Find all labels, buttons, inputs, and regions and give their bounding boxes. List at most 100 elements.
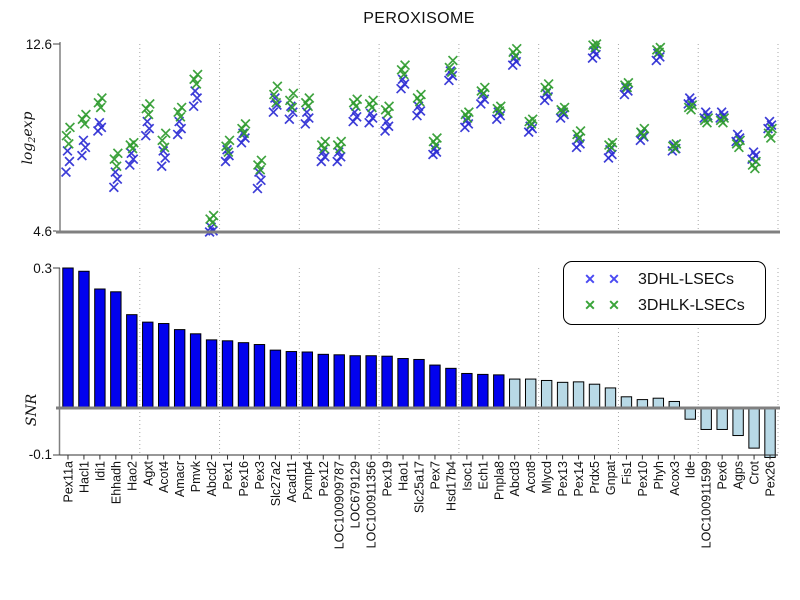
ytick-label: 4.6 [33,224,52,239]
snr-bar [269,349,282,409]
scatter-marker [140,130,151,141]
ytick-label: -0.1 [29,447,52,462]
scatter-marker [620,82,631,93]
gene-label: Pex3 [253,461,267,490]
snr-bar [317,353,329,409]
snr-bar [540,379,553,409]
scatter-marker [60,167,71,178]
legend-label: 3DHLK-LSECs [638,297,745,314]
x-marker-icon: ✕ [608,271,620,287]
scatter-marker [607,137,618,148]
scatter-marker [64,122,75,133]
gene-label: Acot4 [157,461,171,493]
scatter-marker [527,114,538,125]
snr-bar [142,321,154,409]
scatter-marker [124,160,135,171]
scatter-marker [431,132,442,144]
gene-label: Amacr [173,461,187,497]
gene-label: Pex12 [317,461,331,496]
gene-label: Agps [732,461,746,490]
gene-label: Ehhadh [109,461,123,504]
scatter-marker [64,156,75,167]
scatter-marker [655,42,666,53]
legend-row-3dhlk: ✕ ✕ 3DHLK-LSECs [578,298,765,314]
snr-bar [94,288,106,409]
scatter-marker [495,101,506,112]
gene-label: Hacl1 [77,461,91,493]
scatter-marker [301,107,312,118]
scatter-marker [128,137,139,148]
scatter-marker [384,101,395,112]
scatter-marker [108,182,119,193]
scatter-marker [252,183,263,194]
gene-label: Pex19 [381,461,395,496]
scatter-marker [224,150,235,161]
gene-label: Pex6 [716,461,730,490]
scatter-marker [415,89,427,100]
scatter-marker [288,88,299,99]
scatter-marker [559,102,570,113]
snr-bar [509,378,521,409]
gene-label: Hsd17b4 [444,461,458,511]
gene-label: LOC679129 [349,461,363,528]
scatter-marker [368,95,379,106]
scatter-marker [751,156,762,167]
snr-bar [572,381,585,409]
scatter-marker [400,60,411,71]
scatter-marker [110,167,121,178]
gene-label: Pex16 [237,461,251,496]
snr-bar [461,372,473,409]
gene-label: Pex14 [572,461,586,496]
snr-bar [110,291,122,409]
scatter-marker [575,125,586,136]
scatter-marker [143,109,154,120]
scatter-marker [320,136,331,147]
gene-label: Crot [748,460,762,484]
scatter-marker [160,152,171,163]
scatter-marker [444,62,455,73]
gene-label: Ide [684,461,698,478]
ylabel-logexp: log2exp [20,111,38,164]
snr-bar [524,378,537,409]
gene-label: Fis1 [620,461,634,485]
scatter-marker [128,154,139,165]
snr-bar [493,374,505,409]
ytick-label: 0.3 [33,261,52,276]
scatter-marker [511,43,522,54]
scatter-marker [188,101,199,112]
snr-bar [78,270,90,409]
snr-bar [158,323,170,409]
snr-bar [588,383,601,409]
gene-label: Pex26 [764,461,778,496]
scatter-marker [748,147,759,158]
gene-label: Hao2 [125,461,139,491]
scatter-marker [735,135,746,146]
scatter-marker [687,100,698,111]
gene-label: Agxt [141,460,155,486]
gene-label: Gnpat [604,460,618,495]
scatter-marker [172,129,183,140]
scatter-marker [144,123,155,134]
gene-label: Pex1 [221,461,235,490]
scatter-marker [78,135,89,146]
scatter-marker [156,161,167,172]
scatter-marker [144,98,155,109]
snr-bar [684,407,696,420]
scatter-marker [300,118,311,129]
scatter-marker [381,116,392,127]
scatter-marker [176,123,187,134]
snr-bar [397,358,409,409]
gene-label: Slc25a17 [413,461,427,513]
gene-label: Acad11 [285,461,299,503]
snr-bar [221,340,234,409]
scatter-marker [112,174,123,185]
gene-label: Pex7 [428,461,442,490]
scatter-marker [671,138,682,149]
snr-bar [732,407,744,437]
snr-bar [301,351,314,409]
scatter-marker [271,97,282,108]
snr-bar [748,407,760,449]
scatter-marker [764,116,775,127]
snr-bar [205,339,218,409]
